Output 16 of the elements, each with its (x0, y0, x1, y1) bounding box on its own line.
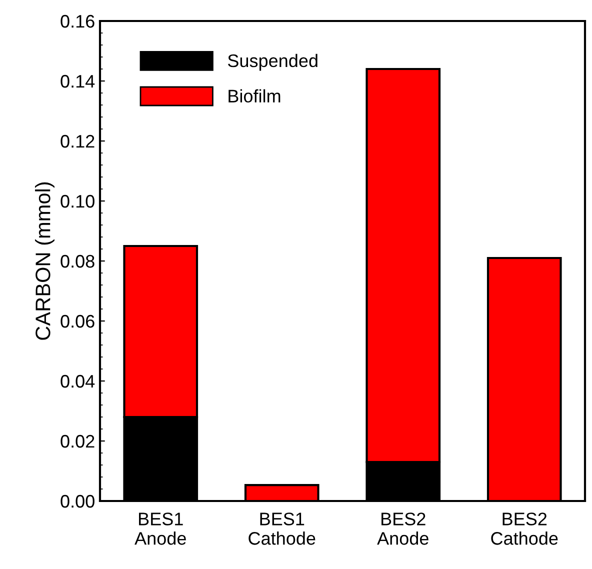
x-tick-label: BES1 Anode (134, 512, 186, 545)
y-tick-label: 0.02 (60, 434, 94, 448)
x-tick-label: BES2 Cathode (491, 512, 558, 545)
y-tick-label: 0.00 (60, 494, 94, 508)
x-tick-label: BES2 Anode (377, 512, 428, 545)
y-tick-label: 0.12 (60, 134, 94, 148)
y-tick-label: 0.14 (60, 74, 95, 88)
x-tick-label: BES1 Cathode (248, 512, 316, 545)
y-tick-label: 0.04 (60, 374, 95, 388)
y-tick-label: 0.06 (60, 314, 94, 328)
y-tick-label: 0.08 (60, 254, 94, 268)
y-tick-label: 0.10 (60, 194, 94, 208)
y-tick-label: 0.16 (60, 14, 94, 28)
legend-label: Biofilm (228, 89, 280, 103)
legend-label: Suspended (228, 54, 318, 71)
y-axis-title: CARBON (mmol) (35, 182, 54, 340)
